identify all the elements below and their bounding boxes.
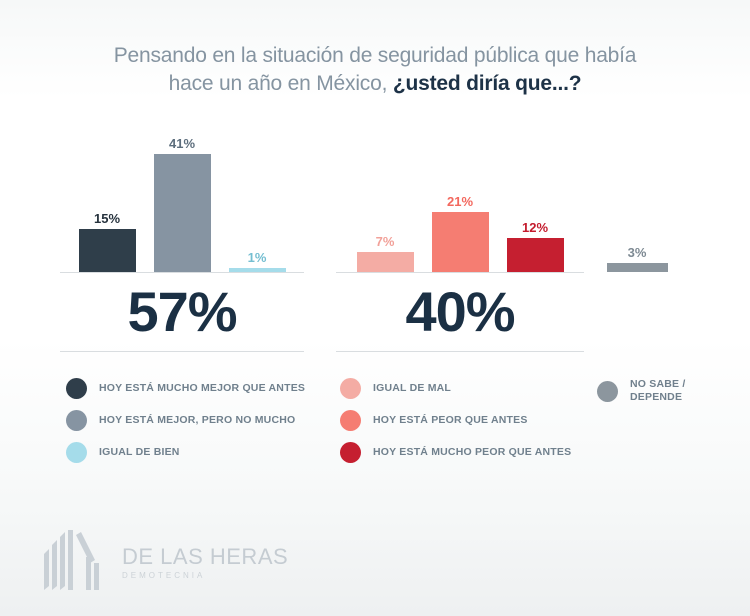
brand-name: DE LAS HERAS	[122, 544, 289, 569]
legend-dot-icon	[66, 442, 87, 463]
group-underline	[60, 351, 304, 352]
bar-value-label: 3%	[627, 245, 647, 260]
legend-item-label: HOY ESTÁ PEOR QUE ANTES	[373, 414, 528, 426]
bar	[606, 263, 668, 272]
bar-mucho-peor: 12%	[506, 220, 564, 272]
brand-subtitle: DEMOTECNIA	[122, 571, 206, 580]
bar	[506, 238, 564, 272]
group-baseline	[60, 272, 304, 273]
legend-item-mucho-mejor: HOY ESTÁ MUCHO MEJOR QUE ANTES	[66, 378, 331, 399]
legend-item-label: IGUAL DE MAL	[373, 382, 452, 394]
bar	[431, 212, 489, 272]
legend-item-label: HOY ESTÁ MUCHO PEOR QUE ANTES	[373, 446, 572, 458]
bars-row: 3%	[581, 136, 693, 272]
legend-item-no-sabe: NO SABE / DEPENDE	[597, 378, 737, 404]
legend-dot-icon	[340, 442, 361, 463]
bars-row: 7% 21% 12%	[336, 136, 584, 272]
bar-mucho-mejor: 15%	[78, 211, 136, 272]
bar-group-no-sabe: 3%	[581, 136, 693, 272]
legend-dot-icon	[597, 380, 618, 402]
bar	[356, 252, 414, 272]
legend-item-mucho-peor: HOY ESTÁ MUCHO PEOR QUE ANTES	[340, 442, 605, 463]
legend-item-label: HOY ESTÁ MUCHO MEJOR QUE ANTES	[99, 382, 306, 394]
group-baseline	[336, 272, 584, 273]
legend-item-mejor-no-mucho: HOY ESTÁ MEJOR, PERO NO MUCHO	[66, 410, 331, 431]
bar-value-label: 1%	[247, 250, 267, 265]
legend-item-label: NO SABE / DEPENDE	[630, 378, 685, 404]
title-line1: Pensando en la situación de seguridad pú…	[113, 44, 637, 67]
legend-item-label: HOY ESTÁ MEJOR, PERO NO MUCHO	[99, 414, 296, 426]
bar-igual-de-bien: 1%	[228, 250, 286, 272]
bar-peor: 21%	[431, 194, 489, 272]
legend-item-label: IGUAL DE BIEN	[99, 446, 180, 458]
bars-row: 15% 41% 1%	[60, 136, 304, 272]
group-underline	[336, 351, 584, 352]
de-las-heras-logo-icon	[44, 530, 99, 590]
group-total-mejor: 57%	[127, 280, 237, 343]
bar-value-label: 21%	[446, 194, 474, 209]
bar-no-sabe: 3%	[606, 245, 668, 272]
bar-igual-de-mal: 7%	[356, 234, 414, 272]
bar-value-label: 7%	[375, 234, 395, 249]
bar-value-label: 41%	[168, 136, 196, 151]
legend-column-peor: IGUAL DE MAL HOY ESTÁ PEOR QUE ANTES HOY…	[340, 378, 605, 474]
group-total-peor: 40%	[405, 280, 515, 343]
legend-column-no-sabe: NO SABE / DEPENDE	[597, 378, 737, 415]
legend-item-igual-de-mal: IGUAL DE MAL	[340, 378, 605, 399]
legend-dot-icon	[66, 410, 87, 431]
legend-dot-icon	[66, 378, 87, 399]
bar-group-mejor: 15% 41% 1% 57%	[60, 136, 304, 352]
bar-mejor-no-mucho: 41%	[153, 136, 211, 272]
page-title: Pensando en la situación de seguridad pú…	[0, 42, 750, 98]
brand-text: DE LAS HERAS DEMOTECNIA	[122, 544, 289, 581]
legend-label-line1: NO SABE /	[630, 378, 686, 390]
legend-column-mejor: HOY ESTÁ MUCHO MEJOR QUE ANTES HOY ESTÁ …	[66, 378, 331, 474]
brand-logo: DE LAS HERAS DEMOTECNIA	[36, 530, 288, 592]
bar	[228, 268, 286, 272]
legend-dot-icon	[340, 378, 361, 399]
bar	[78, 229, 136, 272]
legend-item-igual-de-bien: IGUAL DE BIEN	[66, 442, 331, 463]
legend-item-peor: HOY ESTÁ PEOR QUE ANTES	[340, 410, 605, 431]
bar-value-label: 15%	[93, 211, 121, 226]
legend-label-line2: DEPENDE	[630, 391, 683, 403]
bar-group-peor: 7% 21% 12% 40%	[336, 136, 584, 352]
title-line2-regular: hace un año en México,	[168, 72, 393, 95]
title-line2-bold: ¿usted diría que...?	[392, 72, 582, 95]
legend-dot-icon	[340, 410, 361, 431]
bar-value-label: 12%	[521, 220, 549, 235]
bar	[153, 154, 211, 272]
